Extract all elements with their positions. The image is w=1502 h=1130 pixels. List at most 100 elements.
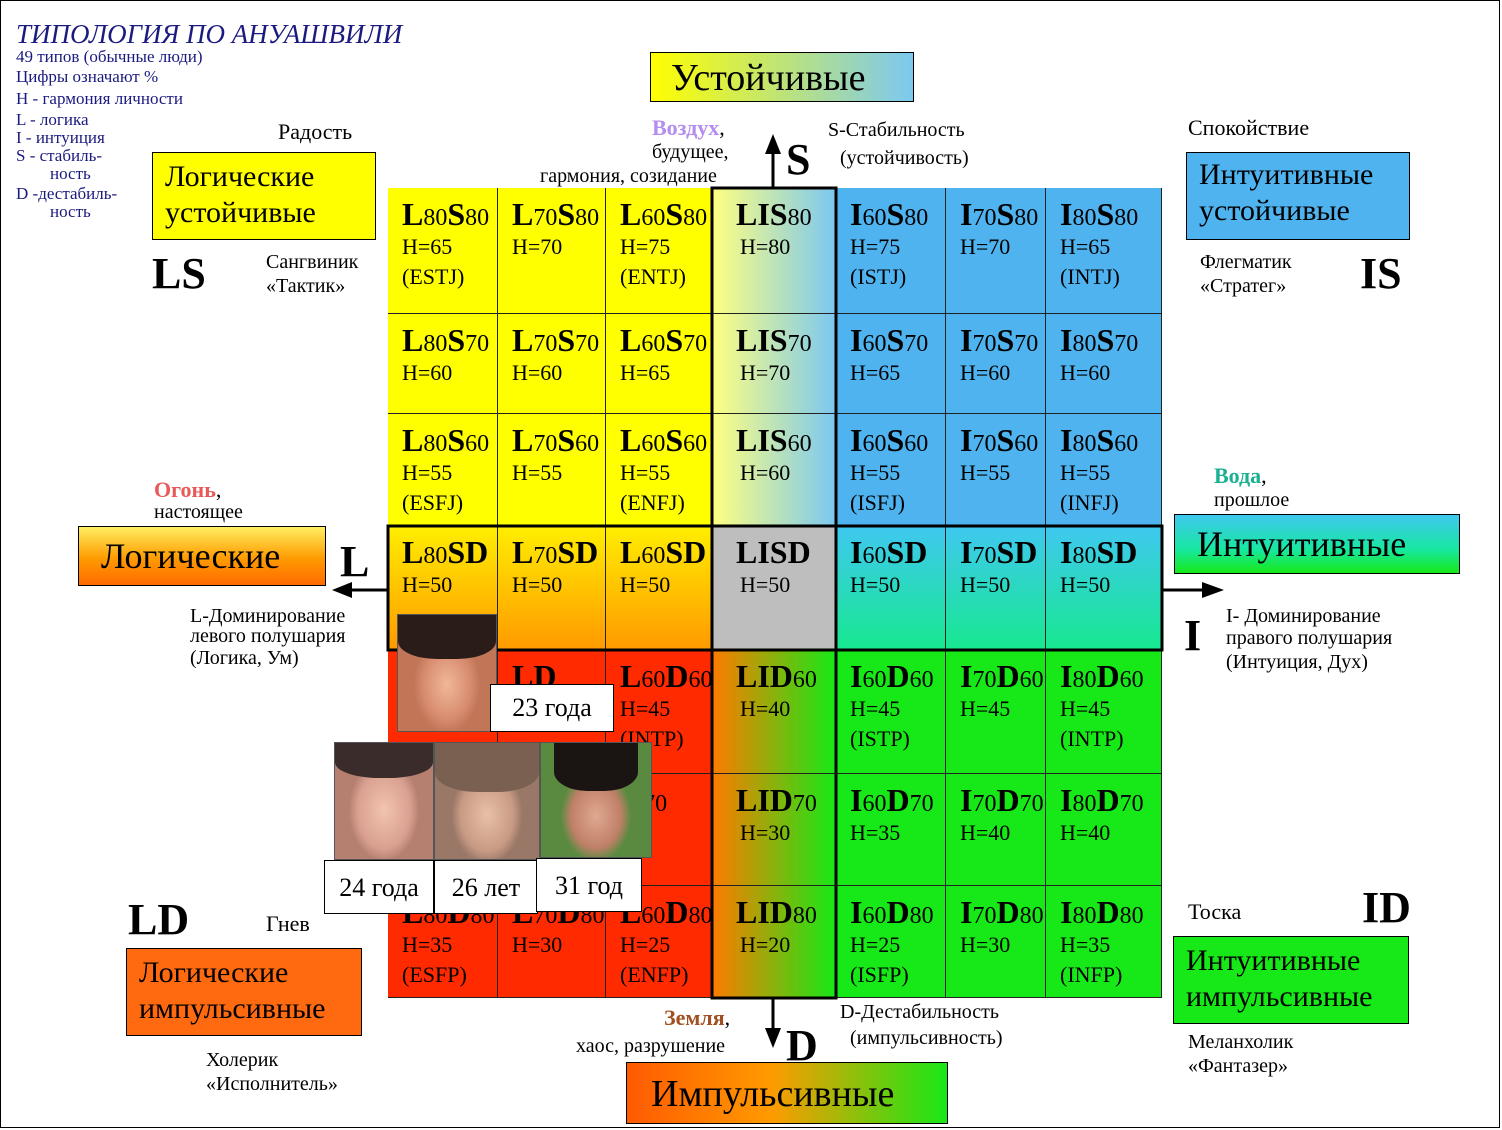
type-letters: D: [1096, 658, 1120, 694]
harmony-value: H=50: [960, 572, 1011, 597]
mbti-code: (INFP): [1060, 962, 1123, 987]
harmony-value: H=65: [1060, 234, 1111, 259]
harmony-value: H=60: [740, 460, 791, 485]
type-letters: I: [1060, 782, 1073, 818]
type-cell: L80S60 H=55 (ESFJ): [388, 414, 498, 526]
type-cell: I60S70 H=65: [836, 314, 946, 414]
type-percent: 60: [683, 431, 708, 457]
type-letters: S: [665, 422, 684, 458]
type-percent: 60: [1114, 431, 1139, 457]
type-percent: 70: [972, 205, 997, 231]
harmony-value: H=30: [960, 932, 1011, 957]
type-letters: L: [512, 422, 534, 458]
type-code: LID60: [736, 660, 835, 694]
type-letters: SD: [665, 534, 707, 570]
type-letters: S: [447, 322, 466, 358]
type-percent: 80: [792, 903, 817, 929]
type-percent: 60: [688, 667, 713, 693]
age-label-23: 23 года: [490, 684, 614, 732]
type-letters: L: [620, 422, 642, 458]
harmony-value: H=75: [850, 234, 901, 259]
type-code: LID70: [736, 784, 835, 818]
id-role: «Фантазер»: [1188, 1055, 1289, 1077]
type-percent: 70: [972, 543, 997, 569]
water-comma: ,: [1261, 463, 1267, 488]
type-letters: S: [996, 322, 1015, 358]
harmony-value: H=40: [740, 696, 791, 721]
type-letters: L: [512, 196, 534, 232]
type-percent: 70: [533, 205, 558, 231]
type-code: I60S60: [850, 424, 945, 458]
type-letters: I: [850, 894, 863, 930]
type-percent: 60: [909, 667, 934, 693]
type-cell: L70SD H=50: [498, 526, 606, 650]
type-percent: 70: [1119, 791, 1144, 817]
type-code: LIS80: [736, 198, 835, 232]
mbti-code: (ISFP): [850, 962, 909, 987]
type-percent: 70: [792, 791, 817, 817]
harmony-value: H=50: [620, 572, 671, 597]
type-percent: 60: [641, 903, 666, 929]
type-code: I70S70: [960, 324, 1045, 358]
type-letters: D: [886, 782, 910, 818]
type-percent: 70: [1114, 331, 1139, 357]
type-code: L70S80: [512, 198, 605, 232]
harmony-value: H=80: [740, 234, 791, 259]
ls-box: Логические устойчивые: [152, 152, 376, 240]
type-code: L60SD: [620, 536, 711, 570]
mbti-code: (ESFJ): [402, 490, 464, 515]
type-code: I60S80: [850, 198, 945, 232]
type-percent: 60: [862, 431, 887, 457]
legend: ТИПОЛОГИЯ ПО АНУАШВИЛИ 49 типов (обычные…: [16, 20, 402, 221]
mbti-code: (ENFP): [620, 962, 689, 987]
is-box-line1: Интуитивные: [1199, 158, 1374, 191]
type-letters: L: [620, 196, 642, 232]
earth-line2: хаос, разрушение: [576, 1035, 726, 1057]
type-letters: I: [960, 894, 973, 930]
type-cell: LIS70 H=70: [712, 314, 836, 414]
harmony-value: H=60: [1060, 360, 1111, 385]
fire-label: Огонь,: [154, 478, 221, 502]
type-percent: 60: [465, 431, 490, 457]
type-percent: 60: [792, 667, 817, 693]
harmony-value: H=50: [740, 572, 791, 597]
mbti-code: (ISFJ): [850, 490, 906, 515]
type-code: L70S70: [512, 324, 605, 358]
type-letters: I: [850, 658, 863, 694]
type-cell: I80S80 H=65 (INTJ): [1046, 188, 1162, 314]
type-letters: I: [960, 322, 973, 358]
harmony-value: H=45: [620, 696, 671, 721]
type-code: I70S80: [960, 198, 1045, 232]
type-code: I70SD: [960, 536, 1045, 570]
type-code: L80S80: [402, 198, 497, 232]
type-percent: 60: [641, 667, 666, 693]
type-letters: S: [557, 322, 576, 358]
type-code: LIS70: [736, 324, 835, 358]
type-percent: 60: [862, 205, 887, 231]
id-emotion: Тоска: [1188, 899, 1242, 924]
is-code: IS: [1360, 249, 1402, 298]
s-axis-text2: (устойчивость): [840, 147, 969, 169]
type-percent: 80: [575, 205, 600, 231]
type-letters: S: [1096, 322, 1115, 358]
type-letters: D: [665, 658, 689, 694]
type-letters: I: [850, 322, 863, 358]
type-cell: I60D60 H=45 (ISTP): [836, 650, 946, 774]
d-axis-text2: (импульсивность): [850, 1027, 1003, 1049]
type-code: I80S60: [1060, 424, 1161, 458]
type-letters: D: [1096, 782, 1120, 818]
type-letters: SD: [886, 534, 928, 570]
legend-line: ность: [50, 164, 91, 183]
type-letters: SD: [557, 534, 599, 570]
type-letters: S: [665, 196, 684, 232]
face-photo-31: [540, 742, 652, 858]
legend-line: I - интуиция: [16, 128, 105, 147]
fire-comma: ,: [215, 477, 222, 502]
type-code: L70SD: [512, 536, 605, 570]
type-letters: D: [665, 894, 689, 930]
harmony-value: H=25: [850, 932, 901, 957]
legend-line: S - стабиль-: [16, 146, 102, 165]
type-code: I80S70: [1060, 324, 1161, 358]
type-code: I80D60: [1060, 660, 1161, 694]
